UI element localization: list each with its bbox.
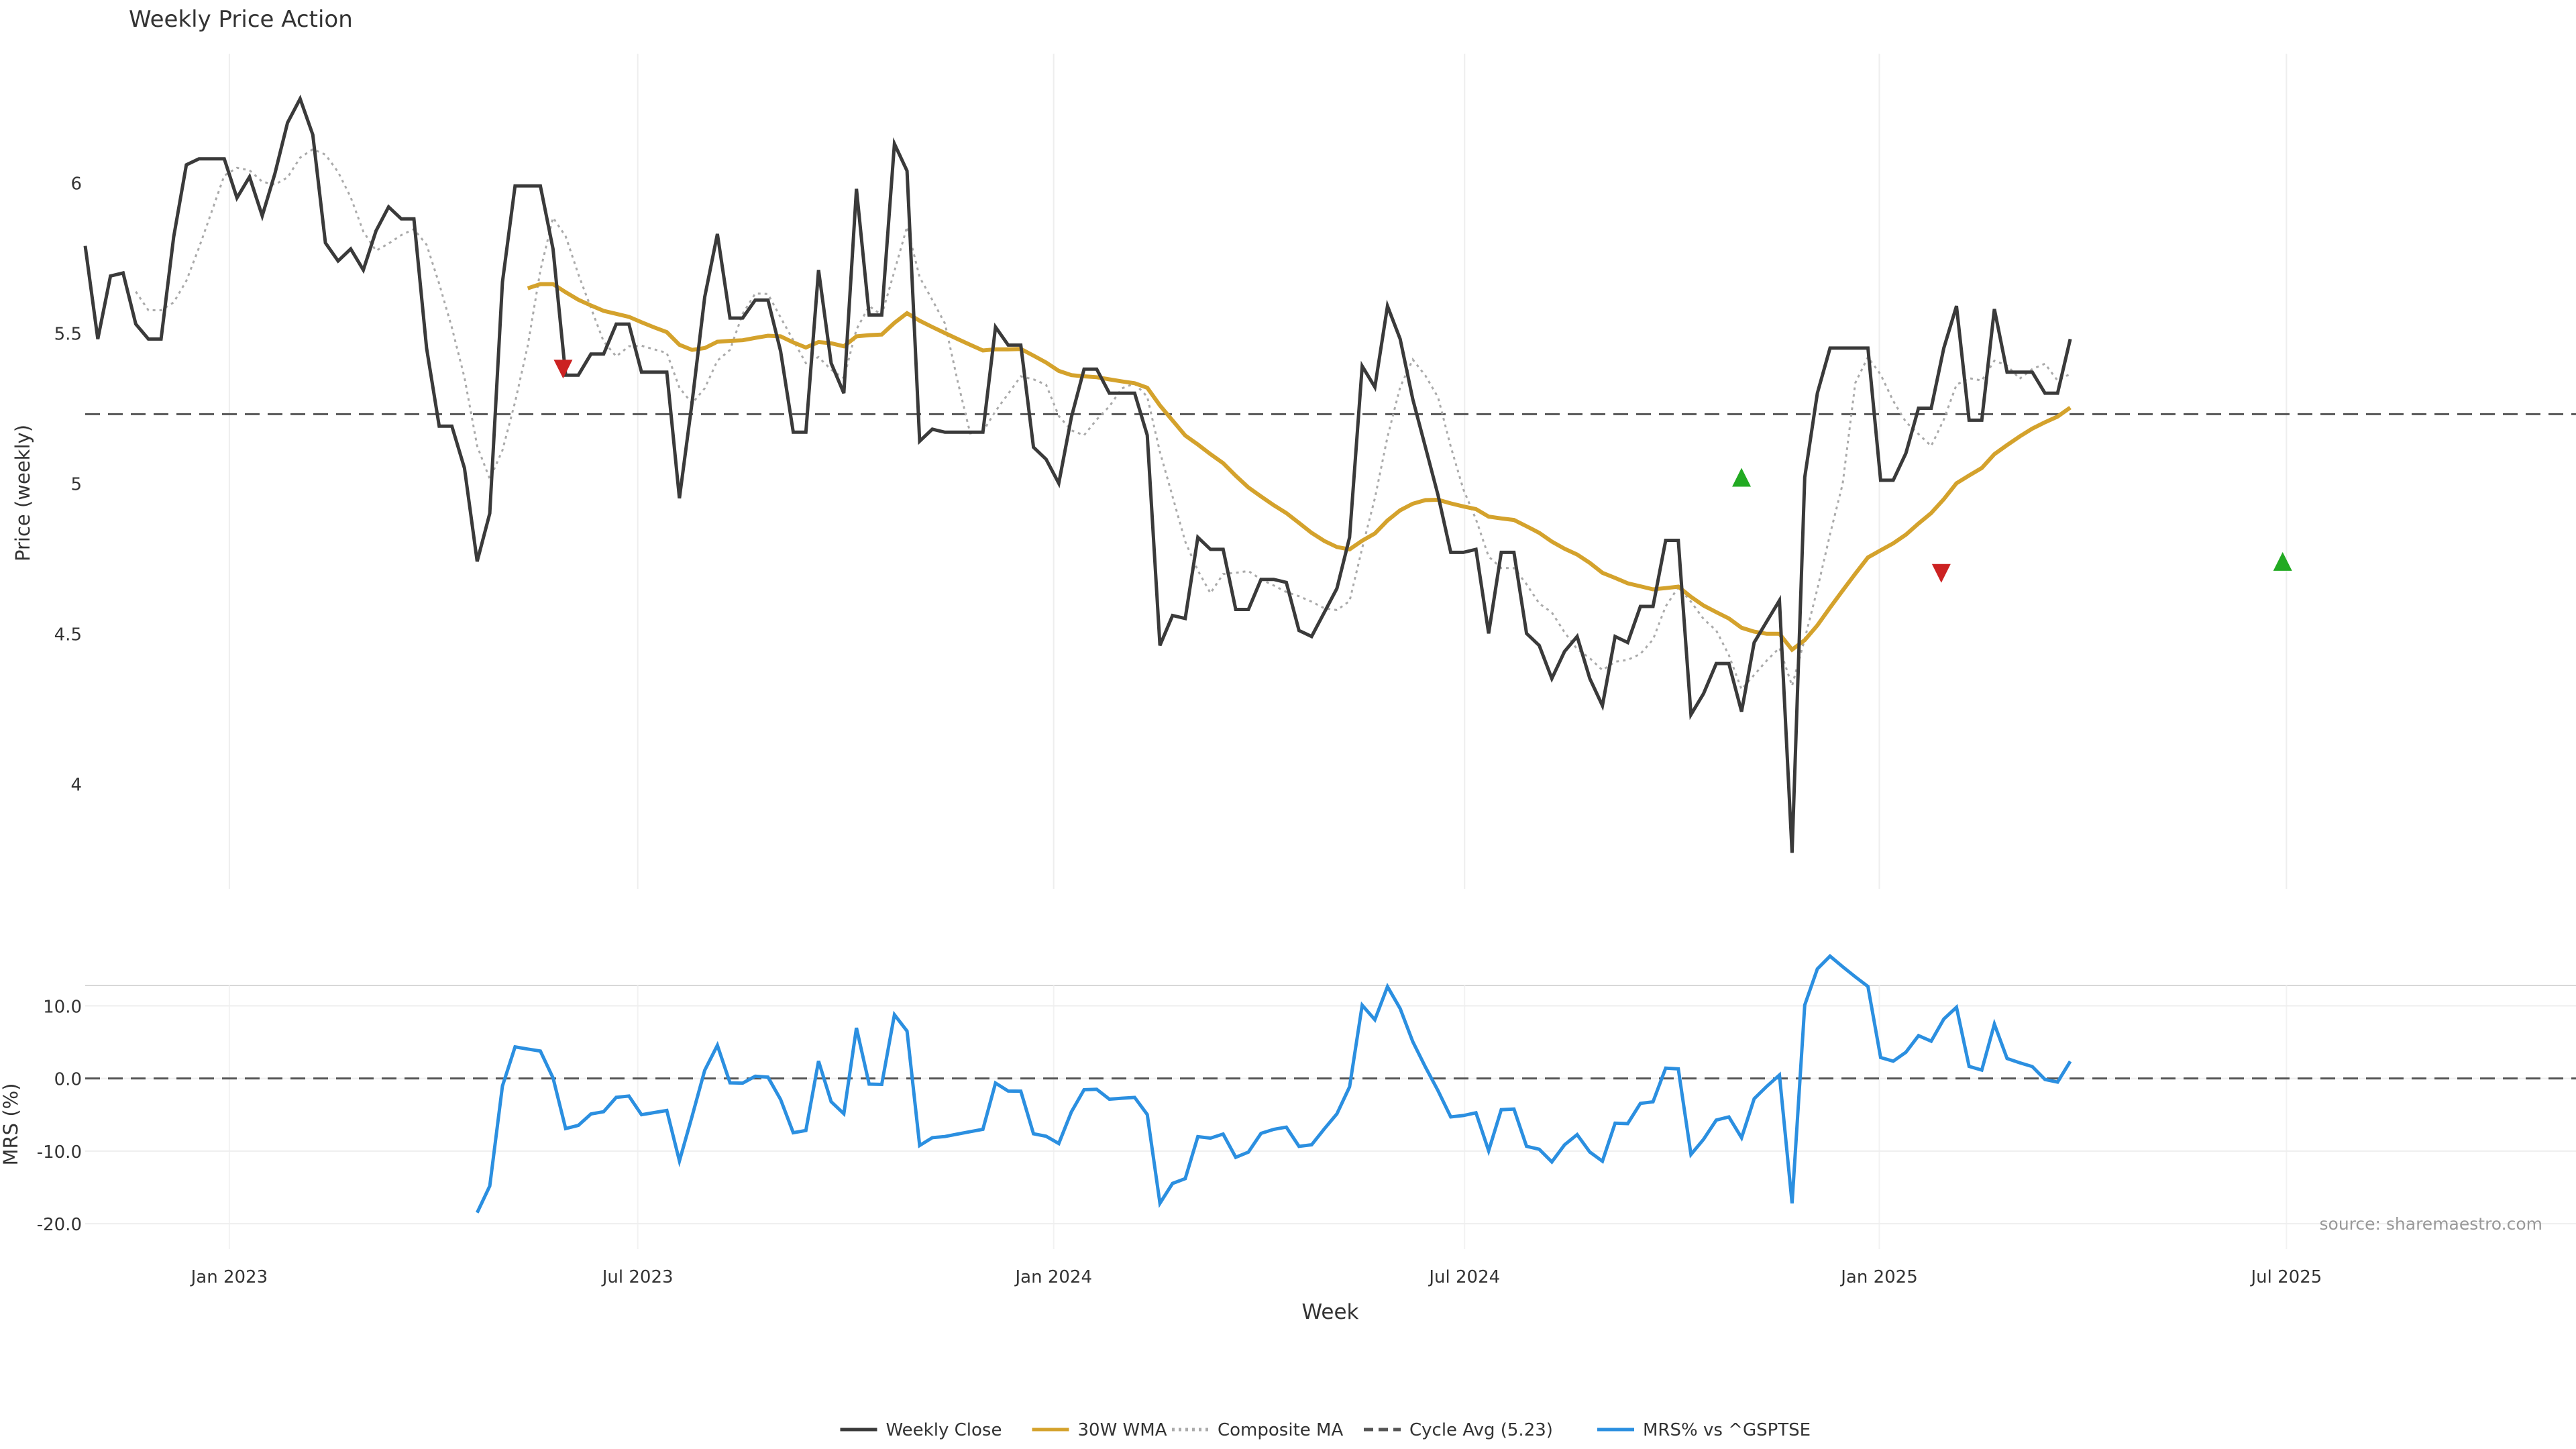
mrs-y-tick-label: 0.0 (54, 1070, 82, 1090)
x-tick-label: Jul 2024 (1428, 1267, 1500, 1287)
legend: Weekly Close 30W WMA Composite MA Cycle Avg… (840, 1420, 1811, 1440)
source-note: source: sharemaestro.com (2320, 1214, 2543, 1234)
sell-signal-marker (553, 360, 573, 379)
weekly-close-line (83, 94, 2072, 853)
wma-30w-line (527, 282, 2072, 653)
x-tick-label: Jul 2025 (2249, 1267, 2322, 1287)
x-ticks: Jan 2023 Jul 2023 Jan 2024 Jul 2024 Jan 2025… (190, 1267, 2322, 1287)
mrs-y-tick-label: 10.0 (43, 997, 82, 1017)
legend-label: Cycle Avg (5.23) (1409, 1420, 1553, 1440)
composite-ma-line (135, 148, 2071, 692)
price-y-axis-label: Price (weekly) (11, 425, 34, 561)
mrs-y-ticks: -20.0 -10.0 0.0 10.0 (37, 997, 82, 1235)
price-y-tick-label: 5 (70, 474, 82, 494)
signal-markers (553, 360, 2292, 583)
price-y-tick-label: 6 (70, 174, 82, 195)
price-y-tick-label: 4 (70, 775, 82, 795)
mrs-series (85, 953, 2576, 1214)
mrs-y-tick-label: -10.0 (37, 1142, 82, 1163)
mrs-y-tick-label: -20.0 (37, 1215, 82, 1235)
x-tick-label: Jul 2023 (601, 1267, 674, 1287)
price-y-tick-label: 5.5 (54, 324, 82, 344)
price-y-ticks: 4 4.5 5 5.5 6 (54, 174, 82, 796)
legend-label: Composite MA (1218, 1420, 1343, 1440)
x-axis-label: Week (1302, 1300, 1359, 1324)
x-tick-label: Jan 2024 (1014, 1267, 1092, 1287)
mrs-line (476, 953, 2072, 1214)
legend-label: 30W WMA (1078, 1420, 1167, 1440)
mrs-y-axis-label: MRS (%) (0, 1083, 22, 1166)
x-tick-label: Jan 2025 (1839, 1267, 1918, 1287)
sell-signal-marker (1931, 564, 1951, 583)
x-tick-label: Jan 2023 (190, 1267, 268, 1287)
price-series (83, 94, 2576, 853)
buy-signal-marker (1732, 468, 1752, 487)
price-y-tick-label: 4.5 (54, 625, 82, 645)
mrs-gridlines (85, 985, 2576, 1249)
chart-title: Weekly Price Action (129, 6, 353, 33)
legend-label: Weekly Close (886, 1420, 1002, 1440)
legend-label: MRS% vs ^GSPTSE (1643, 1420, 1811, 1440)
buy-signal-marker (2273, 551, 2292, 571)
